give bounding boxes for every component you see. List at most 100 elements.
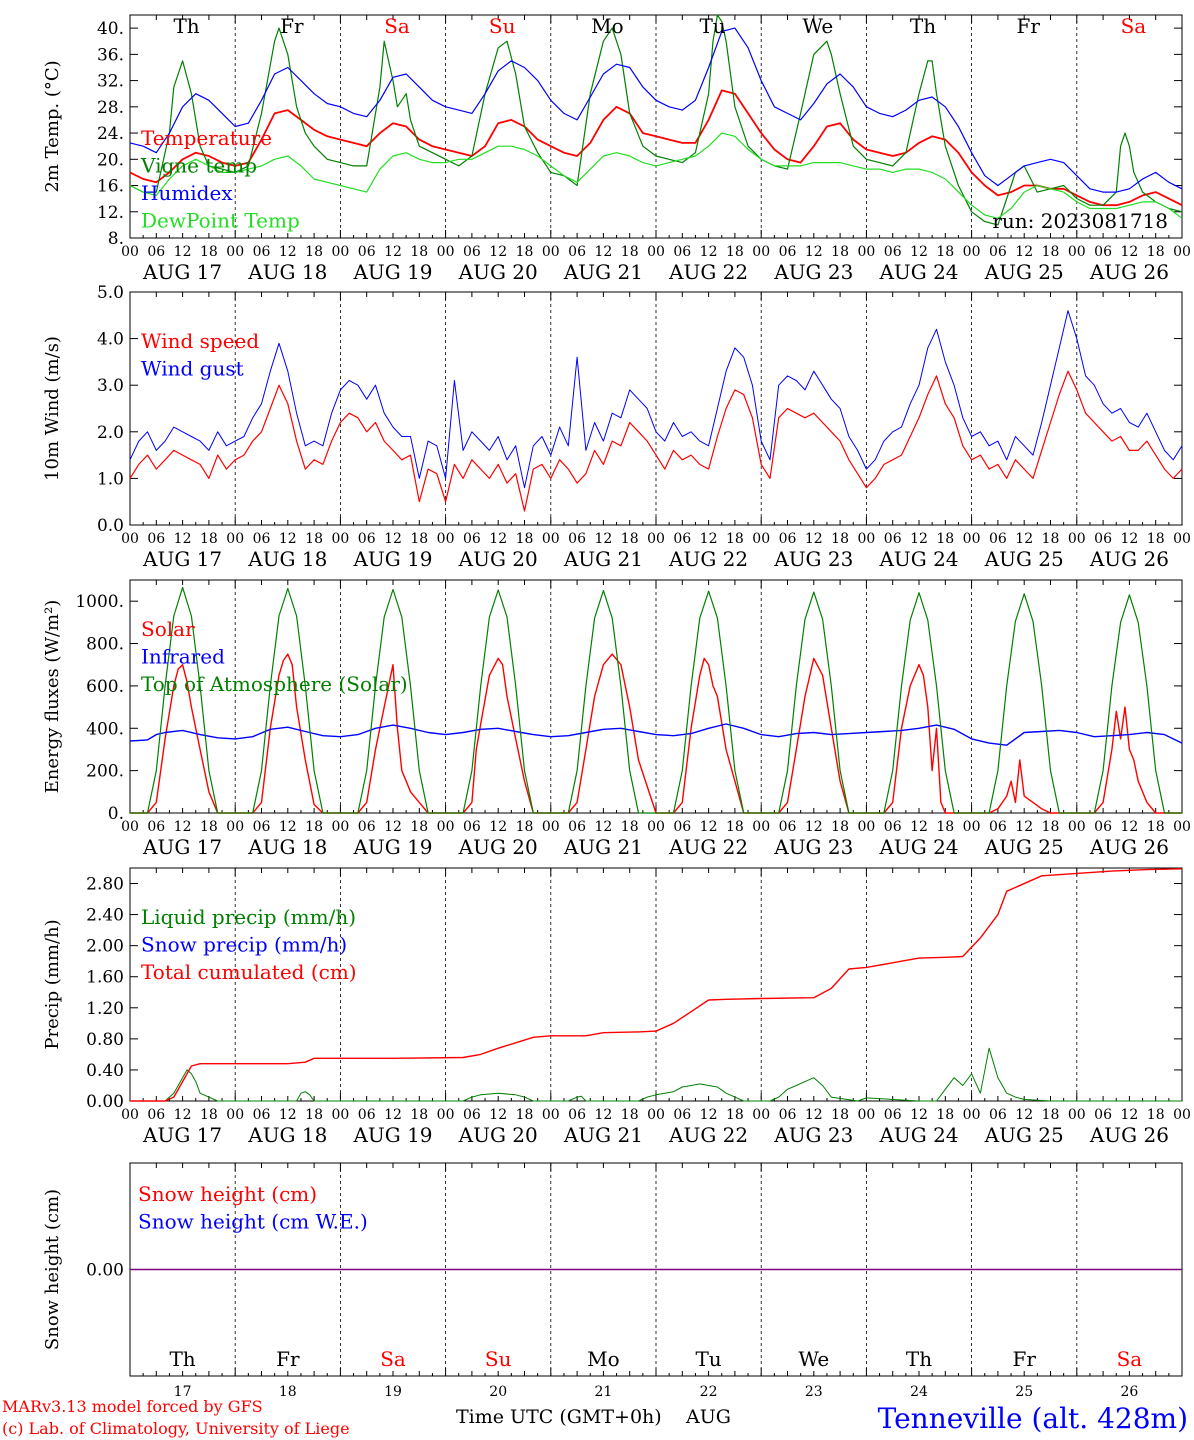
x-hour-label: 06 [358,819,376,835]
weekday-label: Fr [276,1347,300,1371]
weekday-label: Tu [695,1347,721,1371]
x-hour-label: 00 [1173,531,1191,547]
x-hour-label: 12 [700,1107,718,1123]
y-tick-label: 24. [97,124,124,144]
x-hour-label: 18 [200,531,218,547]
station-label: Tenneville (alt. 428m) [878,1402,1188,1435]
series-line-top-of-atmosphere-solar- [130,586,1182,814]
x-date-label: AUG 25 [984,1123,1064,1147]
x-hour-label: 12 [489,531,507,547]
day-number-label: 18 [279,1384,297,1400]
x-date-label: AUG 23 [773,547,853,571]
x-hour-label: 06 [147,1107,165,1123]
x-hour-label: 18 [936,1107,954,1123]
weekday-label: Sa [384,14,410,38]
x-hour-label: 00 [857,819,875,835]
x-hour-label: 18 [410,1107,428,1123]
x-date-label: AUG 26 [1089,547,1169,571]
x-hour-label: 00 [437,819,455,835]
y-tick-label: 200. [86,762,124,782]
x-hour-label: 18 [831,819,849,835]
y-tick-label: 0.0 [97,516,124,536]
x-hour-label: 18 [1147,244,1165,260]
weekday-label: Fr [280,14,304,38]
x-date-label: AUG 21 [563,547,643,571]
weekday-label: Sa [1117,1347,1143,1371]
x-hour-label: 00 [963,531,981,547]
x-date-label: AUG 24 [878,835,958,859]
y-tick-label: 32. [97,72,124,92]
y-tick-label: 12. [97,203,124,223]
x-hour-label: 00 [647,1107,665,1123]
x-hour-label: 12 [910,531,928,547]
x-date-label: AUG 26 [1089,835,1169,859]
x-hour-label: 00 [1068,1107,1086,1123]
x-hour-label: 06 [779,819,797,835]
panel-5: 0.00 Snow height (cm) Snow height (cm) Snow… [42,1162,1183,1400]
x-hour-label: 06 [463,1107,481,1123]
x-hour-label: 18 [726,1107,744,1123]
x-date-label: AUG 24 [878,1123,958,1147]
x-hour-label: 06 [568,1107,586,1123]
x-hour-label: 12 [700,244,718,260]
x-hour-label: 00 [226,531,244,547]
y-tick-label: 8. [108,229,124,249]
x-hour-label: 18 [305,244,323,260]
x-hour-label: 12 [700,819,718,835]
legend-entry: Vigne temp [140,154,257,178]
x-hour-label: 18 [516,1107,534,1123]
panel-2: 0.0 1.0 2.0 3.0 4.0 5.0 10m Wind (m/s) Wind spe… [42,283,1191,571]
x-date-label: AUG 24 [878,260,958,284]
series-line-temperature [129,89,1183,207]
x-date-label: AUG 20 [458,1123,538,1147]
weekday-label: Th [169,1347,195,1371]
day-number-label: 19 [384,1384,402,1400]
x-hour-label: 12 [805,531,823,547]
y-tick-label: 800. [86,635,124,655]
y-axis-label: Precip (mm/h) [42,919,63,1049]
x-hour-label: 06 [358,1107,376,1123]
x-date-label: AUG 26 [1089,260,1169,284]
x-hour-label: 00 [437,531,455,547]
series-line-wind-speed [129,370,1183,512]
x-hour-label: 12 [174,1107,192,1123]
x-hour-label: 00 [752,1107,770,1123]
weekday-label: Sa [380,1347,406,1371]
weekday-label: Fr [1012,1347,1036,1371]
x-hour-label: 06 [253,1107,271,1123]
day-number-label: 20 [489,1384,507,1400]
x-hour-label: 00 [542,819,560,835]
model-credit: MARv3.13 model forced by GFS [2,1397,263,1416]
x-hour-label: 06 [989,819,1007,835]
x-date-label: AUG 21 [563,260,643,284]
x-hour-label: 18 [516,819,534,835]
weekday-label: We [798,1347,829,1371]
x-hour-label: 06 [253,244,271,260]
x-hour-label: 12 [910,1107,928,1123]
x-hour-label: 00 [437,244,455,260]
series-line-total-cumulated-cm- [130,868,1183,1102]
legend-entry: Snow height (cm W.E.) [138,1210,368,1234]
weekday-label: Su [489,14,516,38]
x-hour-label: 00 [542,244,560,260]
plot-frame [129,14,1183,239]
x-date-label: AUG 26 [1089,1123,1169,1147]
x-date-label: AUG 18 [247,260,327,284]
x-hour-label: 12 [174,244,192,260]
x-hour-label: 18 [831,531,849,547]
legend-entry: Liquid precip (mm/h) [141,905,356,929]
x-date-label: AUG 17 [142,835,222,859]
x-date-label: AUG 25 [984,835,1064,859]
panel-3: 0. 200. 400. 600. 800. 1000. Energy fluxes (W/… [42,579,1191,859]
y-tick-label: 28. [97,98,124,118]
x-hour-label: 18 [831,1107,849,1123]
lab-credit: (c) Lab. of Climatology, University of L… [2,1419,350,1438]
weekday-label: Th [910,14,936,38]
x-hour-label: 00 [1173,244,1191,260]
y-axis-label: Snow height (cm) [42,1189,63,1350]
x-hour-label: 06 [1094,531,1112,547]
x-hour-label: 00 [1173,1107,1191,1123]
day-number-label: 25 [1015,1384,1033,1400]
weekday-label: Mo [591,14,624,38]
